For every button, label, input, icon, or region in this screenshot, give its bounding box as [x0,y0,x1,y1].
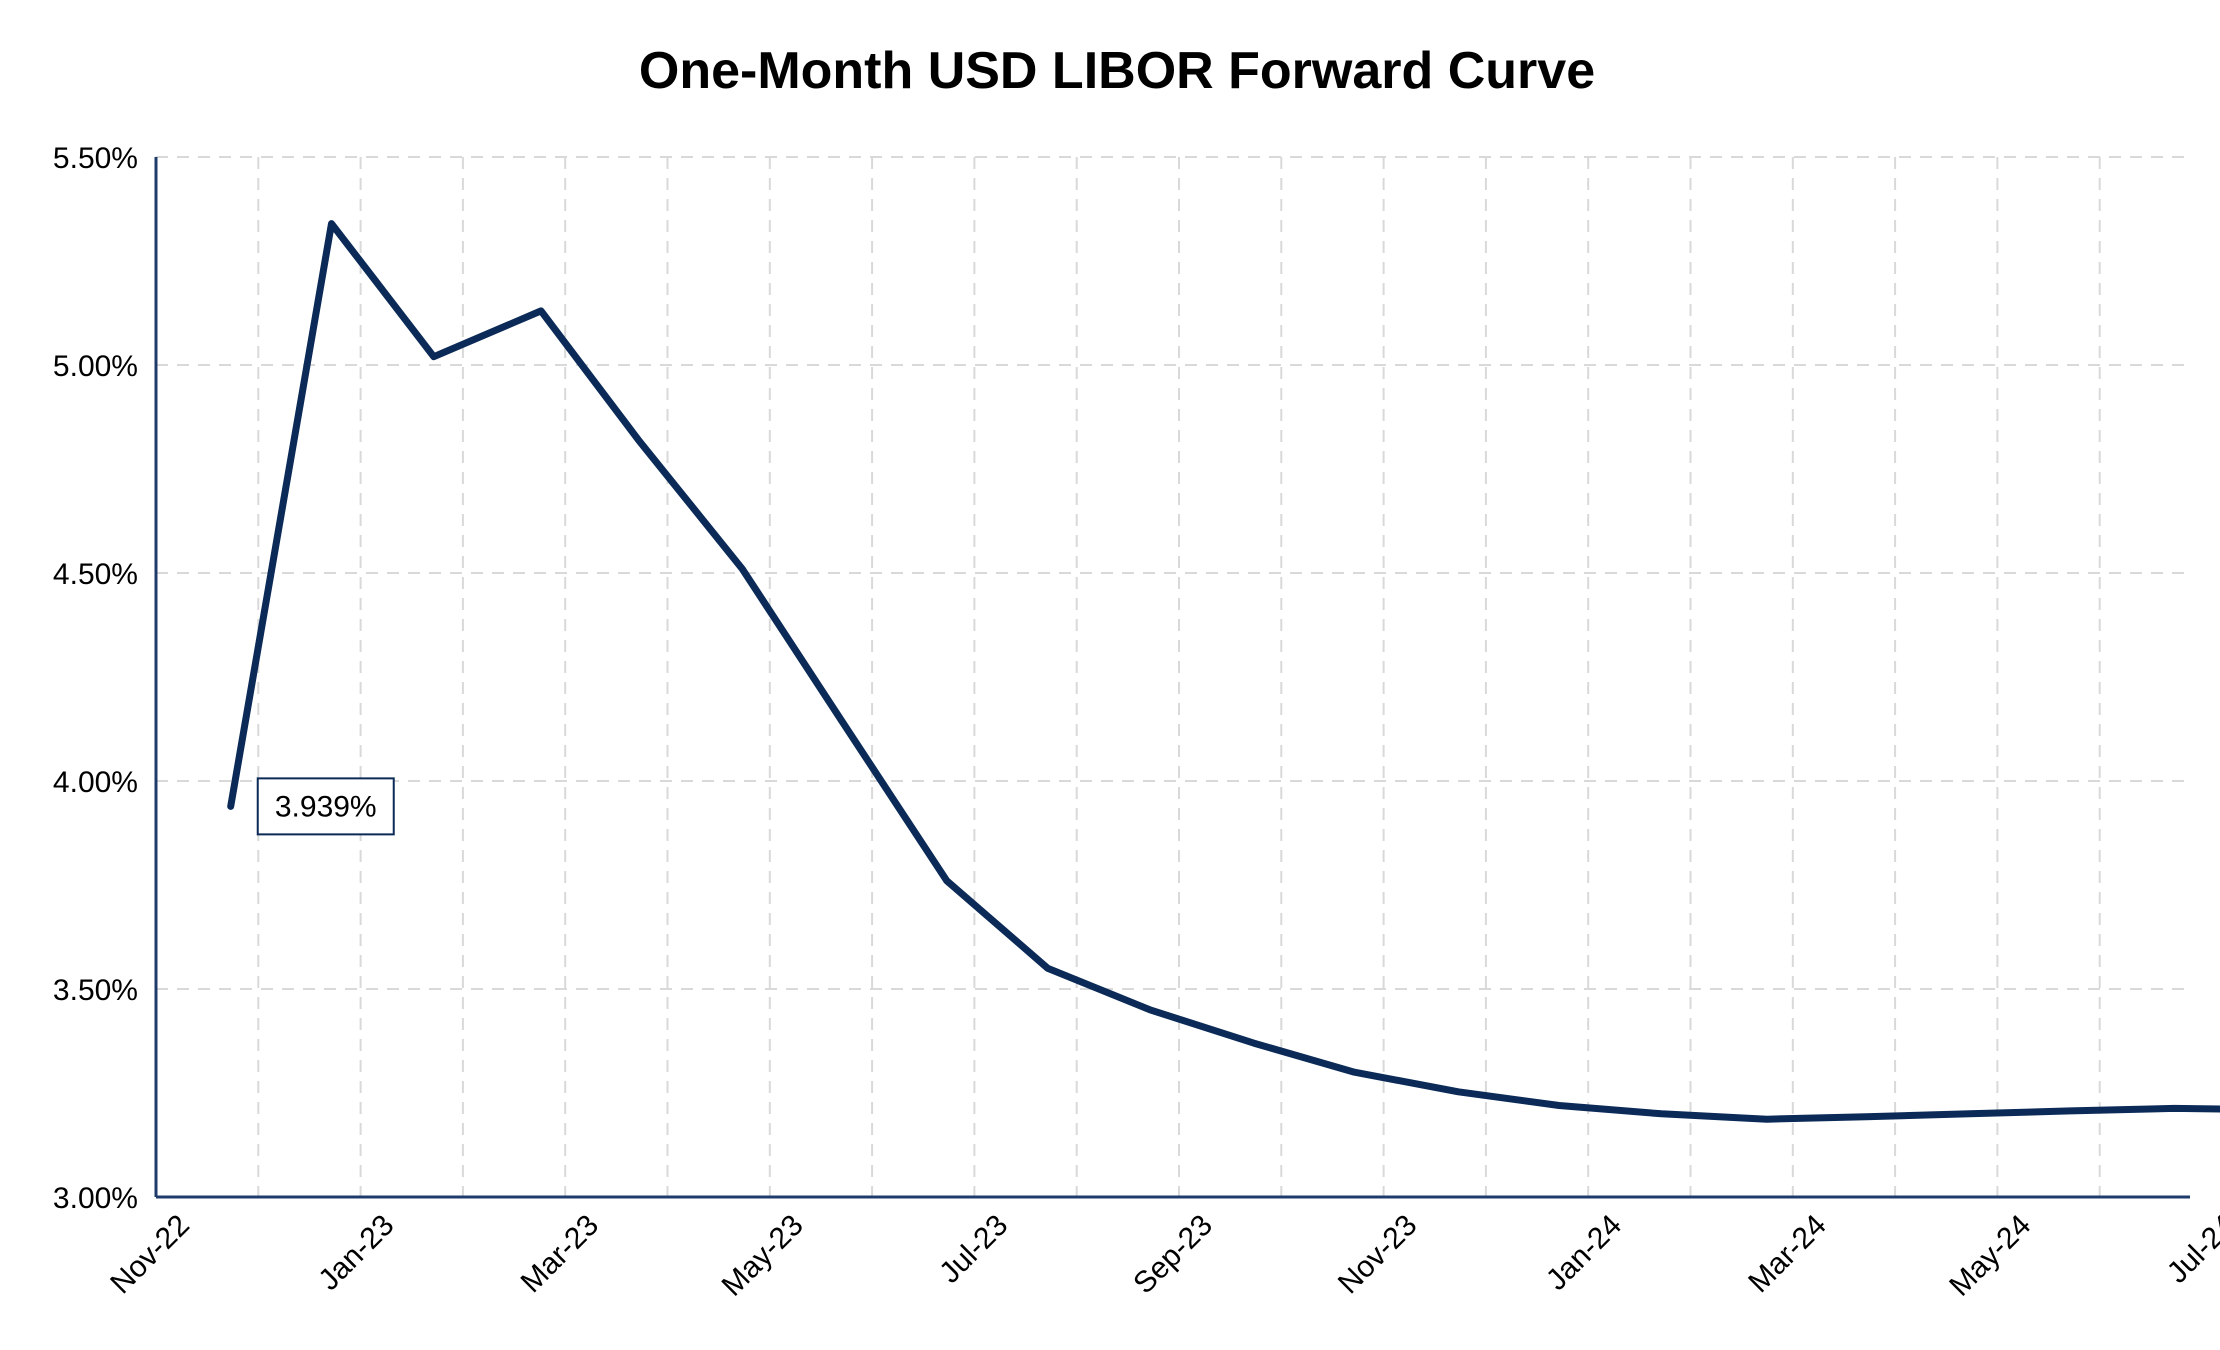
x-tick-label: Jul-23 [933,1209,1014,1290]
x-tick-label: Mar-23 [515,1209,606,1300]
y-tick-label: 4.00% [53,766,138,799]
x-tick-label: Jul-24 [2161,1209,2220,1290]
grid-layer [156,156,2190,1197]
y-tick-label: 5.00% [53,350,138,383]
y-tick-label: 4.50% [53,558,138,591]
y-axis-labels: 3.00% 3.50% 4.00% 4.50% 5.00% 5.50% [53,142,138,1215]
y-tick-label: 3.00% [53,1182,138,1215]
annotation-box [256,777,395,836]
annotation-layer: 3.939% [256,777,395,836]
x-tick-label: Nov-23 [1332,1209,1424,1301]
y-tick-label: 3.50% [53,974,138,1007]
x-tick-label: Mar-24 [1742,1209,1833,1300]
y-tick-label: 5.50% [53,142,138,175]
x-tick-label: May-24 [1943,1209,2037,1303]
axis-layer [154,157,2190,1199]
x-tick-label: Jan-24 [1540,1209,1628,1297]
x-tick-label: May-23 [716,1209,810,1303]
x-tick-label: Sep-23 [1127,1209,1219,1301]
x-tick-label: Nov-22 [104,1209,196,1301]
chart-title: One-Month USD LIBOR Forward Curve [639,42,1595,100]
annotation-text: 3.939% [275,790,377,823]
line-layer [227,220,2220,1123]
x-tick-label: Jan-23 [312,1209,400,1297]
forward-curve-line [227,220,2220,1123]
x-axis-labels: Nov-22 Jan-23 Mar-23 May-23 Jul-23 Sep-23 Nov-… [104,1209,2220,1303]
